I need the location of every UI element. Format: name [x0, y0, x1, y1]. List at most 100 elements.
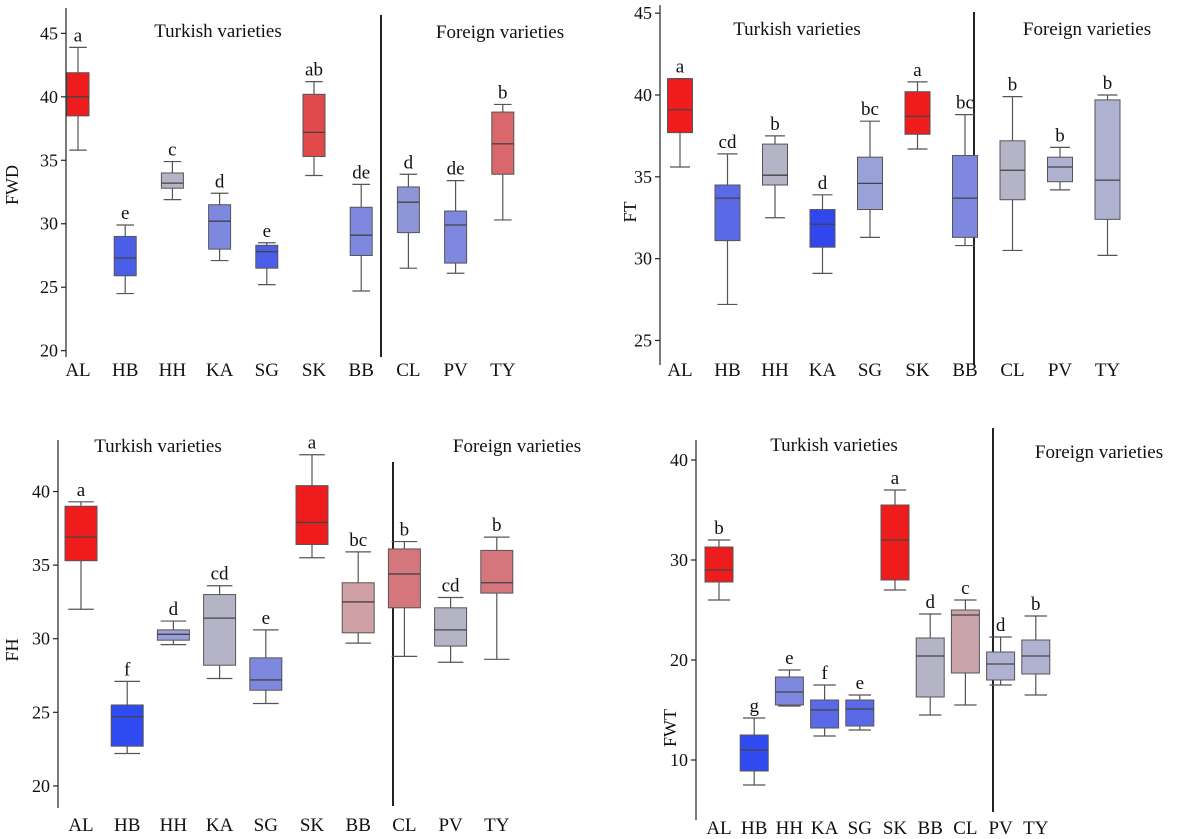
x-category-label: SG — [858, 360, 883, 381]
x-category-label: BB — [349, 360, 374, 381]
box-sk: a SK — [880, 468, 910, 839]
significance-letter: cd — [719, 132, 737, 153]
significance-letter: bc — [349, 530, 367, 551]
significance-letter: bc — [956, 93, 974, 114]
significance-letter: de — [352, 162, 370, 183]
y-axis-label: FWD — [2, 165, 22, 205]
significance-letter: a — [74, 25, 83, 46]
box-bb: de BB — [349, 162, 374, 381]
box-pv: de PV — [443, 159, 468, 381]
box-iqr — [156, 629, 190, 641]
box-pv: d PV — [986, 615, 1016, 839]
x-category-label: HB — [114, 815, 140, 836]
x-category-label: CL — [392, 815, 416, 836]
box-bb: d BB — [915, 592, 945, 839]
box-iqr — [739, 734, 769, 772]
x-category-label: SG — [848, 818, 873, 839]
box-iqr — [341, 582, 375, 634]
box-iqr — [480, 549, 514, 594]
x-category-label: TY — [490, 360, 516, 381]
panel-ft: 25 30 35 40 45 FT Turkish varieties Foreign var… — [620, 3, 1151, 381]
significance-letter: d — [925, 592, 935, 613]
significance-letter: bc — [861, 99, 879, 120]
x-category-label: KA — [809, 360, 837, 381]
box-iqr — [66, 72, 90, 117]
significance-letter: d — [996, 615, 1006, 636]
group-label-turkish: Turkish varieties — [94, 436, 222, 457]
y-tick-label: 20 — [670, 650, 688, 670]
box-iqr — [302, 93, 326, 157]
x-category-label: SK — [905, 360, 930, 381]
significance-letter: e — [263, 221, 271, 242]
y-tick-label: 40 — [634, 85, 652, 105]
significance-letter: b — [770, 114, 780, 135]
significance-letter: e — [121, 203, 129, 224]
box-hh: b HH — [761, 114, 789, 381]
box-sg: e SG — [255, 221, 280, 381]
significance-letter: a — [913, 60, 922, 81]
box-al: b AL — [704, 518, 734, 839]
y-tick-label: 25 — [634, 330, 652, 350]
significance-letter: cd — [442, 576, 460, 597]
significance-letter: a — [676, 57, 685, 78]
panel-fwt: 10 20 30 40 FWT Turkish varieties Foreign vari… — [660, 428, 1163, 839]
box-iqr — [915, 637, 945, 698]
significance-letter: d — [404, 152, 414, 173]
x-category-label: CL — [953, 818, 977, 839]
box-iqr — [160, 172, 184, 189]
box-iqr — [444, 210, 468, 264]
box-iqr — [396, 186, 420, 234]
box-al: a AL — [64, 480, 98, 836]
box-iqr — [434, 607, 468, 647]
significance-letter: b — [1055, 125, 1065, 146]
y-tick-label: 25 — [40, 277, 58, 297]
y-tick-label: 35 — [634, 167, 652, 187]
y-tick-label: 30 — [32, 629, 50, 649]
y-axis-label: FT — [620, 201, 640, 222]
y-tick-label: 45 — [40, 23, 58, 43]
x-category-label: BB — [346, 815, 371, 836]
box-iqr — [762, 143, 788, 186]
significance-letter: b — [492, 515, 502, 536]
box-iqr — [952, 155, 978, 238]
significance-letter: d — [818, 173, 828, 194]
box-sk: a SK — [904, 60, 931, 381]
x-category-label: SK — [300, 815, 325, 836]
y-tick-label: 35 — [32, 555, 50, 575]
box-iqr — [880, 504, 910, 581]
group-label-foreign: Foreign varieties — [1023, 19, 1151, 40]
x-category-label: TY — [1023, 818, 1049, 839]
box-iqr — [774, 676, 804, 706]
box-ty: b TY — [1021, 594, 1051, 839]
significance-letter: f — [821, 663, 828, 684]
y-tick-label: 30 — [634, 249, 652, 269]
box-ty: b TY — [480, 515, 514, 836]
significance-letter: ab — [305, 60, 323, 81]
box-sk: ab SK — [302, 60, 327, 381]
box-ty: b TY — [490, 82, 516, 381]
y-tick-label: 40 — [40, 87, 58, 107]
box-cl: b CL — [387, 520, 421, 836]
y-tick-label: 40 — [32, 482, 50, 502]
x-category-label: CL — [396, 360, 420, 381]
x-category-label: PV — [988, 818, 1013, 839]
significance-letter: e — [785, 648, 793, 669]
box-iqr — [904, 91, 931, 135]
x-category-label: SK — [302, 360, 327, 381]
significance-letter: b — [498, 82, 508, 103]
significance-letter: c — [961, 578, 969, 599]
significance-letter: b — [400, 520, 410, 541]
x-category-label: PV — [1048, 360, 1073, 381]
x-category-label: HH — [160, 815, 188, 836]
x-category-label: TY — [484, 815, 510, 836]
box-ty: b TY — [1094, 73, 1121, 381]
x-category-label: SG — [254, 815, 279, 836]
significance-letter: a — [77, 480, 86, 501]
significance-letter: b — [1031, 594, 1041, 615]
y-axis-label: FH — [2, 638, 22, 661]
box-iqr — [845, 699, 875, 727]
significance-letter: f — [124, 659, 131, 680]
x-category-label: BB — [918, 818, 943, 839]
box-sg: e SG — [845, 673, 875, 839]
significance-letter: b — [1103, 73, 1113, 94]
